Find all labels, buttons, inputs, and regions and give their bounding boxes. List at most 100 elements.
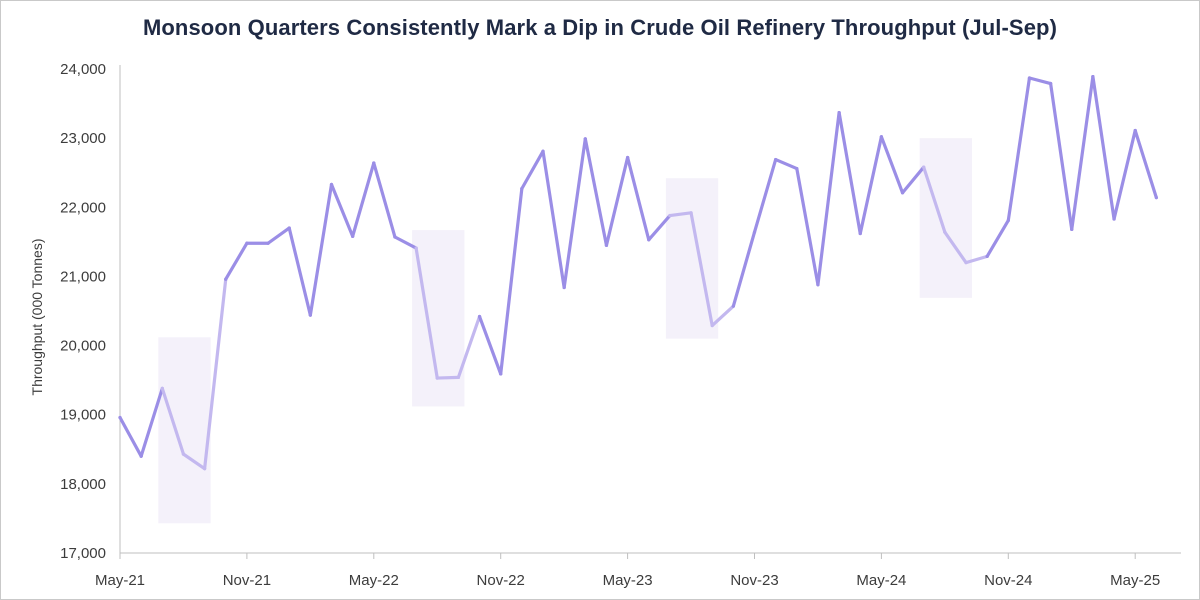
- series-segment: [752, 157, 778, 234]
- data-point: [879, 135, 884, 139]
- data-point: [414, 246, 418, 250]
- data-point: [224, 277, 228, 281]
- data-point: [604, 243, 609, 247]
- y-tick-label: 21,000: [60, 268, 106, 285]
- series-segment: [604, 155, 630, 247]
- data-point: [351, 234, 355, 238]
- data-point: [964, 261, 968, 265]
- series-segment: [329, 182, 355, 238]
- y-tick-label: 18,000: [60, 476, 106, 493]
- series-segment: [1027, 76, 1053, 86]
- series-segment: [943, 230, 968, 265]
- data-point: [435, 376, 439, 380]
- x-tick-label: May-23: [603, 572, 653, 589]
- data-point: [816, 283, 820, 287]
- data-point: [520, 187, 524, 191]
- series-segment: [1133, 128, 1158, 200]
- series-segment: [1048, 81, 1074, 232]
- data-point: [287, 226, 291, 230]
- series-segment: [816, 110, 841, 287]
- series-segment: [160, 386, 186, 456]
- data-point: [647, 238, 651, 242]
- data-point: [795, 166, 799, 171]
- series-segment: [879, 135, 905, 195]
- series-segment: [710, 304, 735, 328]
- highlight-band-2: [412, 230, 465, 407]
- data-point: [1049, 81, 1053, 86]
- data-point: [308, 313, 312, 317]
- data-point: [245, 241, 249, 245]
- series-segment: [900, 165, 926, 195]
- series-lines: [118, 75, 1158, 471]
- series-segment: [477, 314, 503, 376]
- series-segment: [689, 211, 714, 328]
- y-tick-label: 17,000: [60, 545, 106, 562]
- data-point: [181, 452, 186, 456]
- data-point: [118, 415, 122, 420]
- data-point: [562, 285, 566, 290]
- data-point: [477, 314, 482, 319]
- series-segment: [922, 165, 947, 234]
- data-point: [583, 137, 587, 141]
- data-point: [160, 386, 164, 391]
- x-tick-label: Nov-24: [984, 572, 1032, 589]
- data-point: [203, 467, 207, 471]
- data-point: [1112, 217, 1116, 221]
- data-point: [541, 149, 545, 153]
- series-segment: [774, 157, 799, 171]
- data-point: [1133, 128, 1137, 133]
- data-point: [626, 155, 630, 160]
- series-segment: [287, 226, 312, 317]
- data-point: [943, 230, 947, 234]
- y-tick-label: 20,000: [60, 338, 106, 355]
- data-point: [858, 231, 862, 236]
- data-point: [1091, 75, 1095, 79]
- data-point: [1006, 218, 1010, 223]
- series-segment: [308, 182, 334, 317]
- series-segment: [625, 155, 651, 242]
- x-tick-label: May-21: [95, 572, 145, 589]
- data-point: [456, 375, 460, 379]
- series-segment: [139, 386, 164, 458]
- x-tick-label: May-25: [1110, 572, 1160, 589]
- series-segment: [393, 235, 418, 250]
- x-tick-label: Nov-22: [477, 572, 525, 589]
- y-tick-label: 24,000: [60, 61, 106, 78]
- series-segment: [351, 161, 376, 238]
- series-segment: [837, 110, 862, 236]
- data-point: [731, 304, 735, 308]
- series-segment: [372, 161, 397, 239]
- series-segment: [858, 135, 884, 236]
- series-segment: [520, 149, 545, 191]
- data-point: [266, 241, 270, 245]
- series-segment: [1091, 75, 1116, 221]
- highlight-bands: [158, 138, 972, 524]
- series-segment: [647, 213, 672, 242]
- data-point: [139, 454, 143, 458]
- x-tick-label: May-24: [856, 572, 906, 589]
- x-tick-label: Nov-23: [730, 572, 778, 589]
- data-point: [668, 213, 672, 218]
- y-tick-label: 22,000: [60, 199, 106, 216]
- data-point: [922, 165, 926, 169]
- series-segment: [964, 254, 989, 265]
- series-segment: [731, 230, 757, 308]
- y-axis-title: Throughput (000 Tonnes): [29, 239, 45, 396]
- series-segment: [583, 137, 609, 247]
- x-tick-label: May-22: [349, 572, 399, 589]
- series-segment: [1070, 75, 1095, 232]
- series-segment: [562, 137, 587, 290]
- series-segment: [266, 226, 291, 245]
- series-segment: [795, 166, 820, 287]
- data-point: [1070, 227, 1074, 232]
- y-tick-label: 19,000: [60, 407, 106, 424]
- series-segment: [118, 415, 143, 458]
- highlight-band-4: [919, 138, 972, 298]
- series-segment: [541, 149, 566, 290]
- data-point: [1027, 76, 1032, 80]
- data-point: [900, 191, 905, 195]
- data-point: [393, 235, 397, 239]
- data-point: [1154, 196, 1158, 200]
